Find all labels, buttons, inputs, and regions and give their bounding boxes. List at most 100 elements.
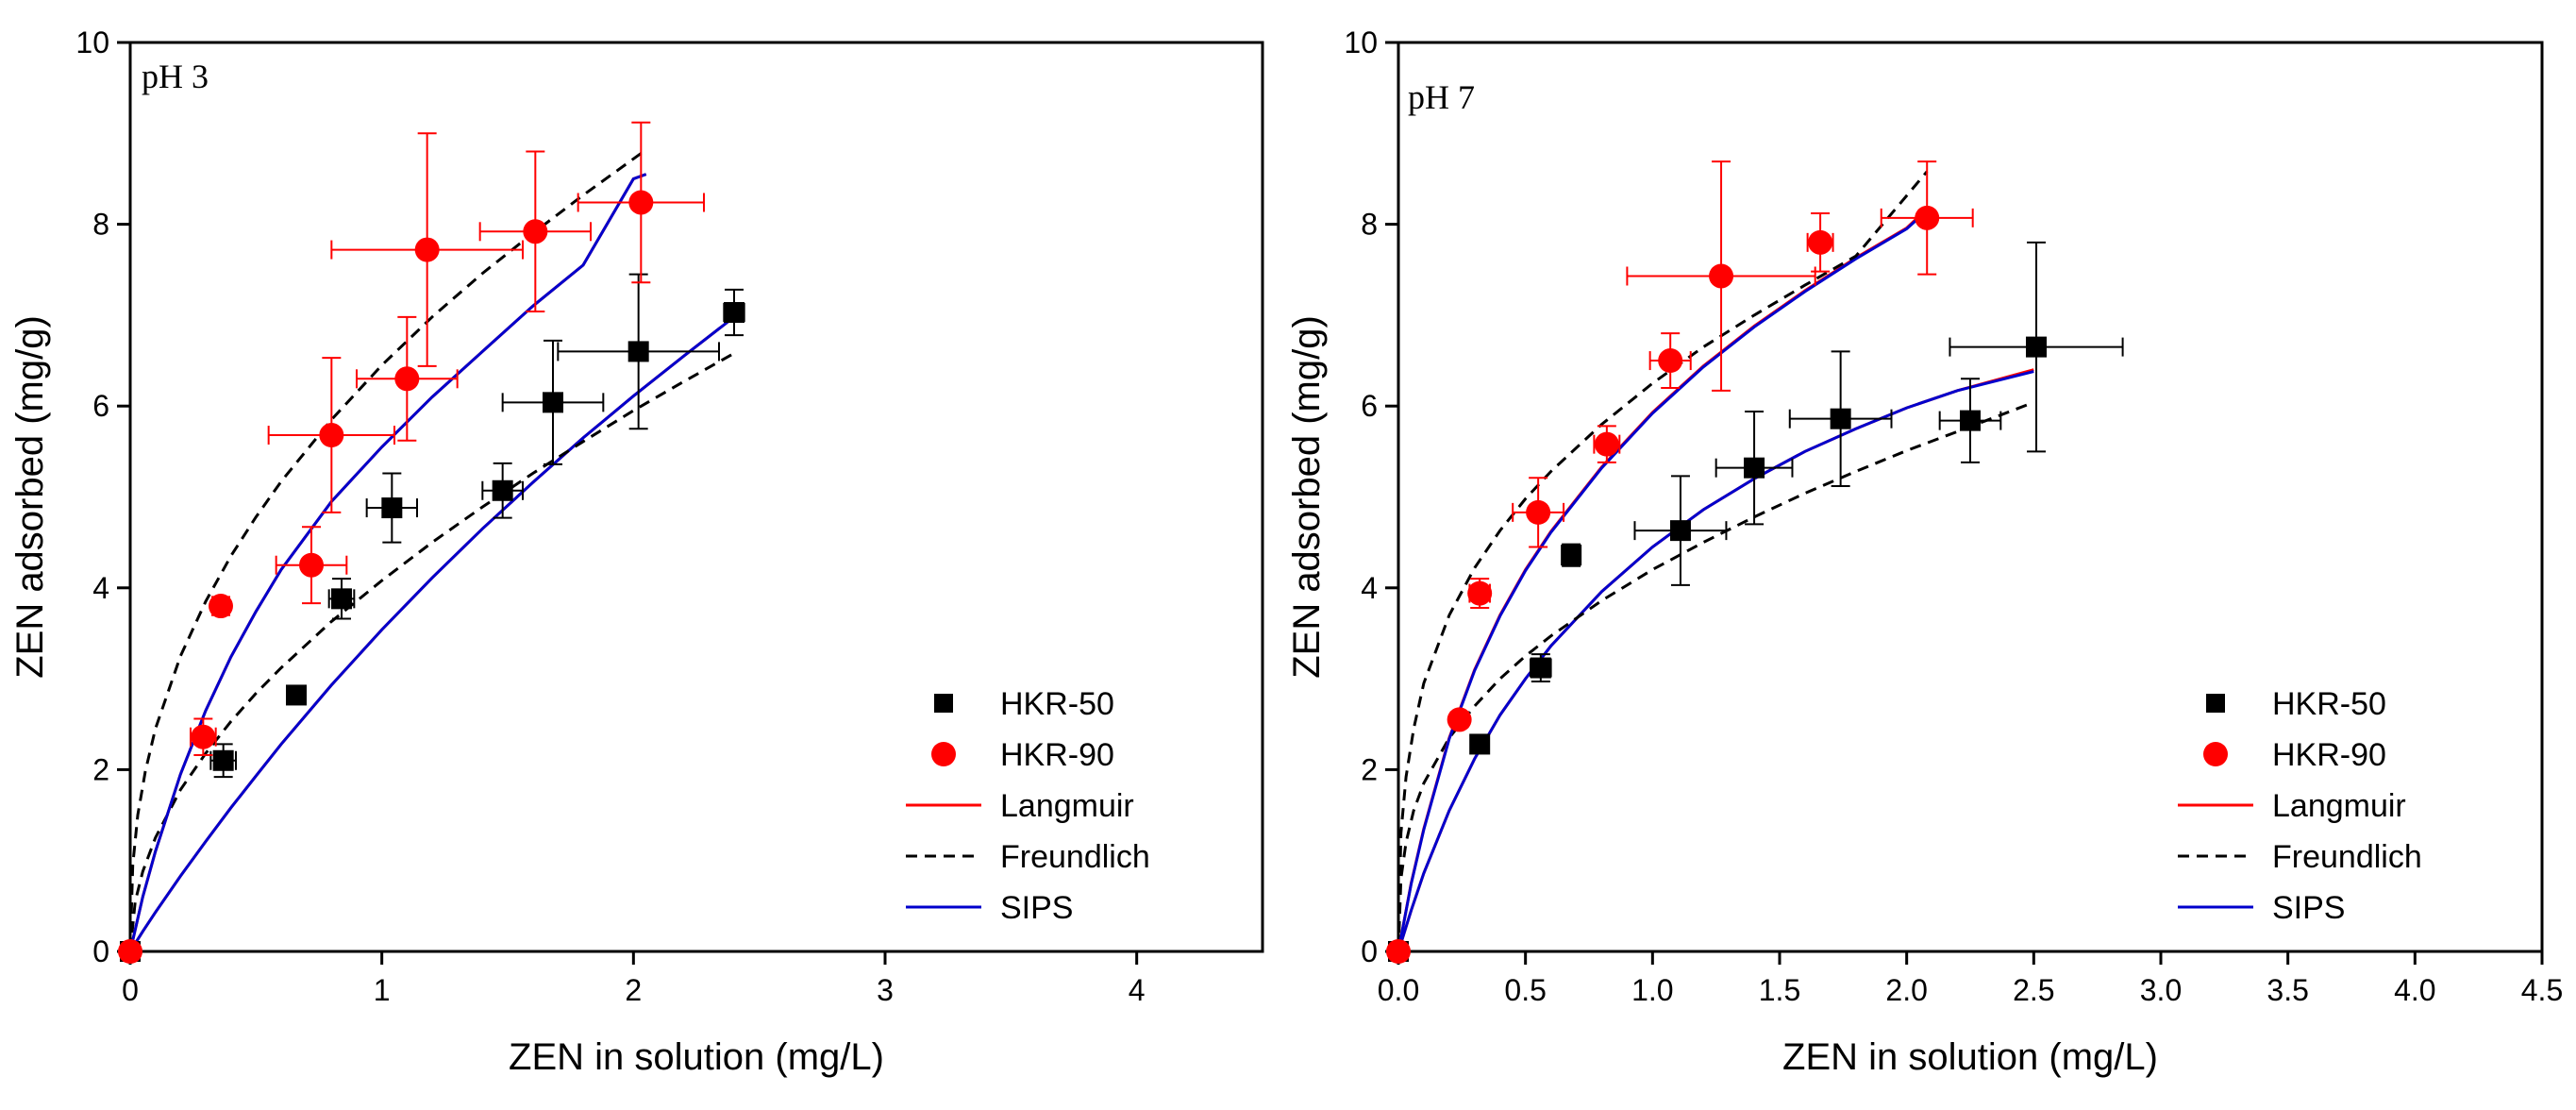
x-tick-label: 4: [1129, 973, 1146, 1007]
data-point: [299, 552, 324, 578]
x-tick-label: 4.0: [2394, 973, 2435, 1007]
data-point: [724, 302, 744, 324]
fit-curve-langmuir: [1398, 208, 1929, 951]
y-tick-label: 6: [1361, 389, 1378, 423]
data-point: [414, 237, 440, 262]
data-point: [1669, 520, 1691, 542]
fit-curve-sips: [1398, 370, 2034, 951]
data-point: [191, 724, 216, 749]
legend-marker-circle: [931, 742, 956, 766]
data-point: [209, 594, 233, 619]
plot-frame: [1397, 41, 2544, 953]
legend-marker-square: [2206, 694, 2225, 713]
data-point: [1386, 939, 1411, 964]
fit-curve-freundlich: [1398, 400, 2034, 951]
data-point: [1447, 707, 1472, 732]
y-tick-label: 8: [1361, 208, 1378, 242]
y-tick-label: 10: [1344, 25, 1378, 59]
x-tick-label: 0.5: [1504, 973, 1546, 1007]
x-tick-label: 4.5: [2521, 973, 2563, 1007]
legend-label: SIPS: [1000, 890, 1073, 926]
data-point: [1594, 431, 1619, 457]
series-hkr-50: [120, 273, 745, 962]
data-point: [627, 341, 649, 362]
x-tick-label: 1: [374, 973, 391, 1007]
x-tick-label: 1.0: [1631, 973, 1673, 1007]
legend-marker-circle: [2203, 742, 2228, 766]
fit-curve-langmuir: [1398, 368, 2034, 951]
data-point: [523, 219, 548, 244]
y-axis-title: ZEN adsorbed (mg/g): [1286, 315, 1328, 679]
panel-label: pH 7: [1408, 78, 1475, 116]
data-point: [1808, 229, 1833, 255]
x-tick-label: 0: [122, 973, 139, 1007]
data-point: [492, 479, 513, 501]
y-tick-label: 8: [92, 208, 109, 242]
fit-curve-langmuir: [130, 315, 735, 951]
series-hkr-90: [1386, 160, 1974, 964]
y-tick-label: 6: [92, 389, 109, 423]
x-tick-label: 2.0: [1885, 973, 1927, 1007]
fit-curve-freundlich: [130, 351, 735, 951]
data-point: [1530, 657, 1551, 679]
data-point: [2026, 336, 2048, 358]
legend: HKR-50 HKR-90 Langmuir Freundlich SIPS: [2178, 686, 2422, 926]
data-point: [1526, 499, 1551, 525]
fit-curve-freundlich: [1398, 170, 1929, 951]
fit-curve-sips: [1398, 210, 1929, 951]
x-axis-title: ZEN in solution (mg/L): [509, 1036, 884, 1078]
x-tick-label: 0.0: [1378, 973, 1419, 1007]
data-point: [1830, 408, 1851, 429]
chart-panel-2: 0.0 0.5 1.0 1.5 2.0 2.5 3.0 3.5 4.0 4.5 0 2 4 6 8 10 ZEN…: [1286, 25, 2563, 1078]
y-tick-label: 4: [92, 571, 109, 605]
data-point: [381, 497, 403, 519]
legend-marker-square: [934, 694, 953, 713]
fit-curve-langmuir: [130, 173, 647, 951]
series-hkr-90: [118, 121, 705, 964]
data-point: [286, 684, 307, 706]
panel-label: pH 3: [142, 58, 209, 95]
data-point: [118, 939, 142, 964]
data-point: [212, 749, 234, 771]
legend-label: Freundlich: [1000, 839, 1150, 875]
data-point: [394, 366, 420, 392]
data-point: [1561, 545, 1582, 566]
legend-label: SIPS: [2272, 890, 2345, 926]
y-tick-label: 10: [75, 25, 109, 59]
legend-label: Langmuir: [1000, 788, 1134, 824]
data-point: [1709, 263, 1734, 289]
y-tick-label: 2: [1361, 752, 1378, 786]
data-point: [543, 392, 563, 413]
data-point: [1467, 580, 1493, 606]
x-tick-label: 2.5: [2013, 973, 2054, 1007]
data-point: [628, 190, 654, 215]
x-tick-label: 3.0: [2140, 973, 2182, 1007]
legend-label: Langmuir: [2272, 788, 2406, 824]
y-axis-title: ZEN adsorbed (mg/g): [9, 315, 51, 679]
legend-label: HKR-90: [2272, 737, 2386, 773]
data-point: [1960, 410, 1981, 431]
legend-label: HKR-90: [1000, 737, 1114, 773]
legend: HKR-50 HKR-90 Langmuir Freundlich SIPS: [906, 686, 1150, 926]
x-tick-label: 1.5: [1759, 973, 1800, 1007]
fit-curve-freundlich: [130, 148, 647, 951]
data-point: [319, 423, 344, 448]
x-tick-label: 3.5: [2267, 973, 2308, 1007]
data-point: [331, 588, 352, 610]
legend-label: Freundlich: [2272, 839, 2422, 875]
chart-panel-1: 0 1 2 3 4 0 2 4 6 8 10 ZEN in solution (mg/L) ZEN ad…: [9, 25, 1264, 1078]
data-point: [1469, 733, 1491, 755]
y-tick-label: 4: [1361, 571, 1378, 605]
y-tick-label: 0: [92, 934, 109, 968]
fit-curve-sips: [130, 315, 735, 951]
x-tick-label: 3: [877, 973, 894, 1007]
y-tick-label: 2: [92, 752, 109, 786]
data-point: [1658, 348, 1683, 374]
x-tick-label: 2: [625, 973, 642, 1007]
y-tick-label: 0: [1361, 934, 1378, 968]
fit-curves: [1398, 170, 2034, 951]
fit-curves: [130, 148, 735, 951]
legend-label: HKR-50: [1000, 686, 1114, 722]
x-axis-title: ZEN in solution (mg/L): [1782, 1036, 2158, 1078]
